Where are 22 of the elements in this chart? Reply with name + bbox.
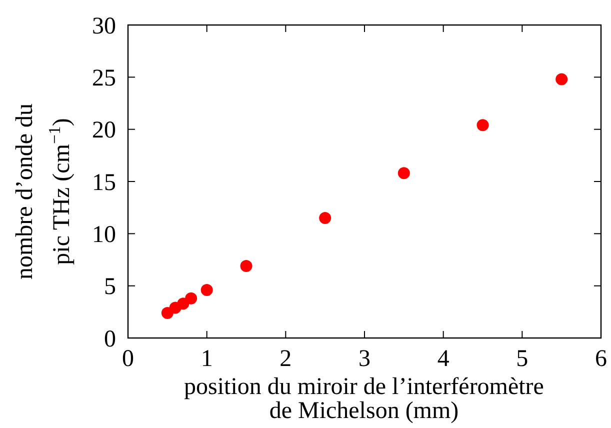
y-tick-label: 0: [104, 326, 116, 352]
point: [240, 260, 252, 272]
x-tick-label: 0: [122, 346, 134, 372]
y-tick-label: 5: [104, 274, 116, 300]
y-tick-label: 15: [92, 170, 116, 196]
x-tick-label: 2: [280, 346, 292, 372]
x-axis-title: position du miroir de l’interféromètre de Michelson (mm): [184, 374, 544, 424]
x-tick-label: 6: [595, 346, 607, 372]
y-tick-label: 20: [92, 118, 116, 144]
y-tick-label: 30: [92, 13, 116, 40]
y-tick-label: 10: [92, 222, 116, 248]
x-tick-label: 4: [437, 346, 450, 372]
x-tick-label: 3: [358, 346, 370, 372]
point: [398, 167, 410, 180]
point: [556, 73, 568, 86]
point: [319, 212, 332, 224]
x-tick-label: 1: [200, 346, 213, 372]
point: [185, 292, 198, 304]
y-tick-label: 25: [92, 66, 116, 92]
point: [200, 284, 213, 296]
point: [476, 119, 489, 132]
x-tick-label: 5: [516, 346, 528, 372]
